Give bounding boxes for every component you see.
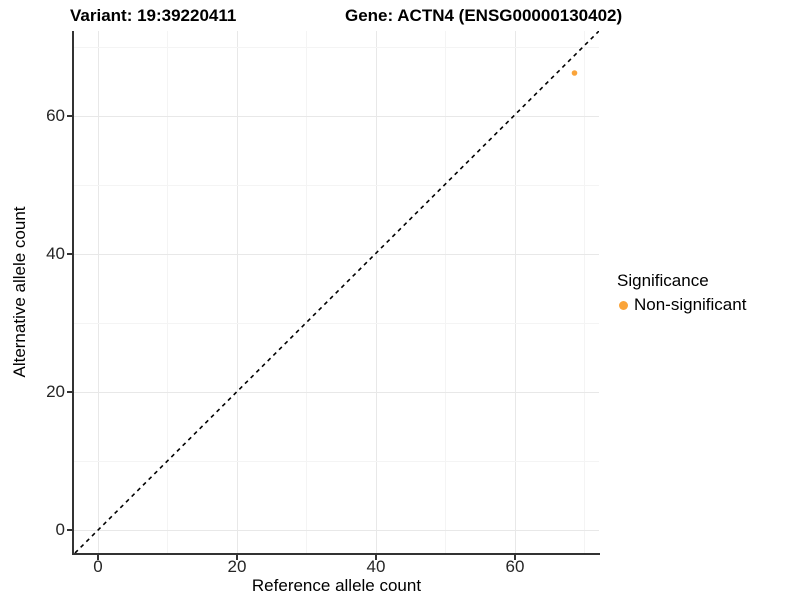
y-axis-line (72, 31, 74, 555)
gridline-v-minor-10 (167, 31, 168, 553)
gridline-v-major-60 (515, 31, 516, 553)
gridline-h-minor-70 (74, 47, 599, 48)
gridline-v-major-40 (376, 31, 377, 553)
x-tick-40 (375, 555, 377, 560)
x-tick-label: 40 (366, 557, 386, 576)
legend-entry-non-significant: Non-significant (617, 295, 746, 315)
gridline-v-minor-50 (445, 31, 446, 553)
gridline-v-minor-30 (306, 31, 307, 553)
legend-label: Non-significant (634, 295, 747, 314)
plot-panel (74, 31, 599, 553)
y-tick-0 (67, 529, 72, 531)
gridline-h-minor-30 (74, 323, 599, 324)
identity-line (74, 31, 599, 553)
x-tick-0 (97, 555, 99, 560)
gridline-h-minor-50 (74, 185, 599, 186)
x-tick-label: 20 (227, 557, 247, 576)
gridline-h-major-60 (74, 116, 599, 117)
y-tick-60 (67, 115, 72, 117)
legend-point-icon (619, 301, 628, 310)
y-tick-label: 20 (46, 382, 65, 401)
gridline-h-major-40 (74, 254, 599, 255)
y-tick-20 (67, 391, 72, 393)
gridline-v-major-20 (237, 31, 238, 553)
legend: Significance Non-significant (617, 271, 746, 315)
x-tick-60 (514, 555, 516, 560)
y-tick-label: 60 (46, 106, 65, 125)
y-tick-label: 0 (55, 520, 65, 539)
y-axis-title: Alternative allele count (10, 206, 29, 378)
data-point-non-significant (571, 70, 578, 76)
legend-title: Significance (617, 271, 709, 290)
plot-title-gene: Gene: ACTN4 (ENSG00000130402) (345, 6, 623, 25)
gridline-v-minor-70 (584, 31, 585, 553)
plot-layer (74, 31, 599, 553)
x-axis-line (72, 553, 600, 555)
x-tick-label: 60 (505, 557, 525, 576)
x-tick-20 (236, 555, 238, 560)
y-tick-40 (67, 253, 72, 255)
x-axis-title: Reference allele count (251, 576, 422, 595)
gridline-v-major-0 (98, 31, 99, 553)
gridline-h-major-0 (74, 530, 599, 531)
gridline-h-minor-10 (74, 461, 599, 462)
plot-title-variant: Variant: 19:39220411 (70, 6, 237, 25)
gridline-h-major-20 (74, 392, 599, 393)
x-tick-label: 0 (93, 557, 103, 576)
y-tick-label: 40 (46, 244, 65, 263)
